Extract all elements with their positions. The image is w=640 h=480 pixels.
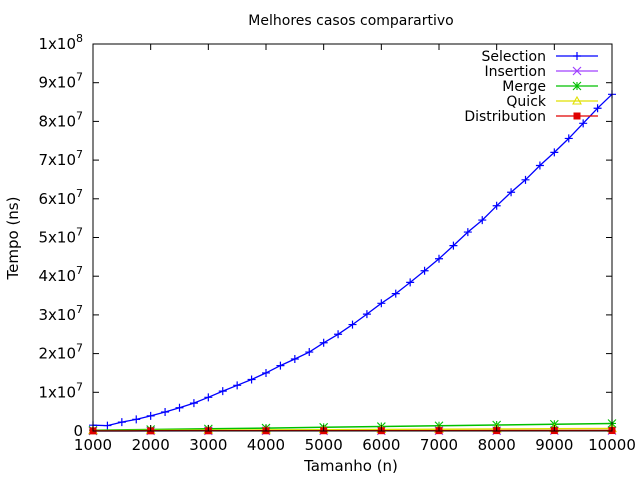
y-tick-label: 7x107 <box>38 148 83 169</box>
legend-label-distribution: Distribution <box>464 109 546 125</box>
legend-label-merge: Merge <box>502 79 546 95</box>
x-tick-label: 3000 <box>189 436 227 454</box>
y-tick-label: 4x107 <box>38 264 83 285</box>
data-point-selection <box>117 418 126 427</box>
legend-label-insertion: Insertion <box>485 64 546 80</box>
data-point-selection <box>593 104 602 113</box>
data-point-selection <box>449 241 458 250</box>
legend-label-selection: Selection <box>481 49 546 65</box>
data-point-selection <box>377 299 386 308</box>
legend-marker-insertion <box>572 66 582 76</box>
data-point-selection <box>535 161 544 170</box>
axes: 1000 2000 3000 4000 5000 6000 7000 8000 9000 1000… <box>38 32 635 454</box>
x-tick-label: 1000 <box>74 436 112 454</box>
data-point-selection <box>492 201 501 210</box>
y-axis-label: Tempo (ns) <box>4 197 22 281</box>
x-tick-label: 5000 <box>305 436 343 454</box>
data-point-selection <box>362 310 371 319</box>
x-tick-label: 4000 <box>247 436 285 454</box>
data-point-selection <box>233 381 242 390</box>
data-point-selection <box>305 348 314 357</box>
x-tick-label: 10000 <box>588 436 636 454</box>
data-point-selection <box>290 355 299 364</box>
y-tick-label: 1x107 <box>38 380 83 401</box>
data-point-selection <box>579 119 588 128</box>
data-point-selection <box>103 421 112 430</box>
data-point-selection <box>348 320 357 329</box>
y-tick-label: 1x108 <box>38 32 83 53</box>
y-tick-label: 6x107 <box>38 187 83 208</box>
legend-marker-distribution <box>573 112 581 120</box>
data-point-selection <box>319 338 328 347</box>
y-tick-label: 0 <box>73 422 83 440</box>
data-point-selection <box>420 266 429 275</box>
data-point-selection <box>247 375 256 384</box>
series-selection <box>89 90 616 430</box>
data-point-selection <box>262 368 270 377</box>
chart-title: Melhores casos comparartivo <box>248 13 453 29</box>
x-tick-label: 6000 <box>362 436 400 454</box>
legend-marker-merge <box>572 81 582 91</box>
data-point-selection <box>478 216 487 225</box>
data-point-selection <box>435 254 443 263</box>
data-point-selection <box>521 175 530 184</box>
legend-label-quick: Quick <box>506 94 546 110</box>
y-tick-label: 5x107 <box>38 226 83 247</box>
series-line-merge <box>92 422 613 431</box>
data-point-selection <box>175 403 184 412</box>
data-point-selection <box>189 399 198 408</box>
x-axis-label: Tamanho (n) <box>303 457 398 475</box>
x-tick-label: 9000 <box>535 436 573 454</box>
data-point-selection <box>406 278 415 287</box>
y-tick-label: 9x107 <box>38 71 83 92</box>
y-tick-label: 8x107 <box>38 109 83 130</box>
x-tick-label: 2000 <box>132 436 170 454</box>
legend-marker-selection <box>573 52 581 60</box>
data-point-selection <box>334 330 343 339</box>
data-point-selection <box>161 408 170 417</box>
data-point-selection <box>550 148 559 157</box>
data-point-selection <box>132 415 141 424</box>
legend-marker-quick <box>572 95 582 105</box>
data-point-selection <box>146 411 155 420</box>
y-tick-label: 2x107 <box>38 342 83 363</box>
data-point-selection <box>204 393 213 402</box>
data-point-selection <box>507 188 516 197</box>
data-point-selection <box>564 134 573 143</box>
data-point-selection <box>391 289 400 298</box>
x-tick-label: 8000 <box>478 436 516 454</box>
y-tick-label: 3x107 <box>38 303 83 324</box>
data-point-selection <box>218 387 227 396</box>
data-point-selection <box>276 361 285 370</box>
data-point-selection <box>463 228 472 237</box>
x-tick-label: 7000 <box>420 436 458 454</box>
